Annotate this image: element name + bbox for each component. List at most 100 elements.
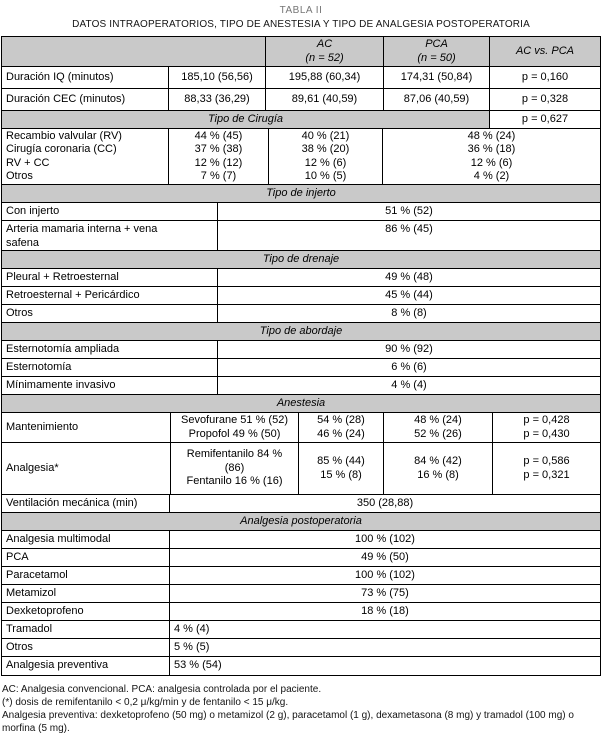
cell-line: p = 0,586 [523,455,570,467]
cell-line: Analgesia* [6,461,59,474]
row-analgesia-multimodal: Analgesia multimodal 100 % (102) [2,531,600,549]
row-analgesia-preventiva: Analgesia preventiva 53 % (54) [2,657,600,675]
cell-line: 87,06 (40,59) [403,92,470,105]
table-cell: 51 % (52) [217,203,600,220]
cell-line: (86) [224,461,245,474]
cell-line: 4 % (4) [391,378,427,391]
table-cell: Mínimamente invasivo [2,377,217,394]
cell-line: 10 % (5) [304,170,347,182]
table-cell: p = 0,328 [489,89,600,110]
row-minimamente-invasivo: Mínimamente invasivo 4 % (4) [2,377,600,395]
row-pleural-retroesternal: Pleural + Retroesternal 49 % (48) [2,269,600,287]
cell-line: 49 % (50) [361,550,409,563]
row-arteria-mamaria: Arteria mamaria interna + vena safena 86 %… [2,221,600,251]
table-cell: Duración IQ (minutos) [2,67,168,88]
cell-line: p = 0,160 [521,70,569,83]
cell-line: Anestesia [276,396,326,409]
table-cell: 85 % (44) 15 % (8) [298,443,383,494]
table-cell: 100 % (102) [169,567,600,584]
cell-line: 7 % (7) [200,170,237,182]
band-analgesia-postoperatoria: Analgesia postoperatoria [2,513,600,531]
cell-line: 49 % (48) [385,270,433,283]
table-cell: PCA (n = 50) [383,37,489,66]
cell-line: Otros [6,170,33,182]
table-cell: 84 % (42) 16 % (8) [383,443,492,494]
table-cell: Otros [2,639,169,656]
table-cell: Anestesia [2,395,600,412]
cell-line: 5 % (5) [174,640,210,653]
table-cell: 90 % (92) [217,341,600,358]
table-caption: DATOS INTRAOPERATORIOS, TIPO DE ANESTESI… [72,19,530,30]
cell-line: safena [6,236,40,249]
cell-line: Pleural + Retroesternal [6,270,119,283]
cell-line: 38 % (20) [301,143,350,155]
header-row: AC (n = 52) PCA (n = 50) AC vs. PCA [2,37,600,67]
cell-line: 53 % (54) [174,659,222,672]
table-cell: 5 % (5) [169,639,600,656]
cell-line: p = 0,321 [523,468,570,481]
row-duracion-iq: Duración IQ (minutos) 185,10 (56,56) 195,8… [2,67,600,89]
cell-line: Esternotomía ampliada [6,342,120,355]
row-analgesia: Analgesia* Remifentanilo 84 % (86) Fentanil… [2,443,600,495]
table-cell: Tipo de injerto [2,185,600,202]
cell-line: 185,10 (56,56) [181,70,253,83]
cell-line: 45 % (44) [385,288,433,301]
row-metamizol: Metamizol 73 % (75) [2,585,600,603]
cell-line: Esternotomía [6,360,72,373]
cell-line: 73 % (75) [361,586,409,599]
cell-line: Analgesia multimodal [6,532,111,545]
row-ventilacion-mecanica: Ventilación mecánica (min) 350 (28,88) [2,495,600,513]
row-drenaje-otros: Otros 8 % (8) [2,305,600,323]
table-cell: 4 % (4) [217,377,600,394]
cell-line: Ventilación mecánica (min) [6,496,138,509]
table-cell: 53 % (54) [169,657,600,675]
table-cell: PCA [2,549,169,566]
row-tramadol: Tramadol 4 % (4) [2,621,600,639]
cell-line: 100 % (102) [355,568,415,581]
cell-line: 54 % (28) [317,414,365,426]
table-cell: Retroesternal + Pericárdico [2,287,217,304]
table-cell: 48 % (24) 36 % (18) 12 % (6) 4 % (2) [382,129,600,184]
cell-line: Otros [6,306,33,319]
table-cell: 44 % (45) 37 % (38) 12 % (12) 7 % (7) [168,129,268,184]
row-dexketoprofeno: Dexketoprofeno 18 % (18) [2,603,600,621]
cell-line: Otros [6,640,33,653]
cell-line: 48 % (24) [467,129,516,142]
table-cell: 185,10 (56,56) [168,67,265,88]
cell-line: 40 % (21) [301,129,350,142]
cell-line: PCA [425,38,448,50]
table-cell: Ventilación mecánica (min) [2,495,169,512]
row-pca: PCA 49 % (50) [2,549,600,567]
cell-line: 89,61 (40,59) [291,92,358,105]
cell-line: Paracetamol [6,568,68,581]
cell-line: Analgesia preventiva [6,659,109,672]
table-cell: 8 % (8) [217,305,600,322]
table-cell: 174,31 (50,84) [383,67,489,88]
footnotes: AC: Analgesia convencional. PCA: analges… [1,683,601,735]
table-cell: p = 0,627 [489,111,600,128]
table-cell: Remifentanilo 84 % (86) Fentanilo 16 % (16… [170,443,298,494]
table-cell: Paracetamol [2,567,169,584]
table-cell: 6 % (6) [217,359,600,376]
table-cell: 87,06 (40,59) [383,89,489,110]
band-tipo-de-drenaje: Tipo de drenaje [2,251,600,269]
cell-line: 350 (28,88) [356,496,414,509]
cell-line: Cirugía coronaria (CC) [6,143,117,155]
table-cell: Analgesia multimodal [2,531,169,548]
cell-line: 88,33 (36,29) [184,92,250,105]
cell-line: 18 % (18) [361,604,409,617]
cell-line: p = 0,627 [521,112,569,125]
table-cell: 45 % (44) [217,287,600,304]
cell-line: RV + CC [6,156,50,169]
table-cell: p = 0,160 [489,67,600,88]
cell-line: 4 % (2) [473,170,510,182]
cell-line: 85 % (44) [317,455,365,467]
table-cell: Arteria mamaria interna + vena safena [2,221,217,250]
cell-line: 6 % (6) [391,360,427,373]
cell-line: 48 % (24) [414,414,462,426]
table-cell: 73 % (75) [169,585,600,602]
table-cell: AC vs. PCA [489,37,600,66]
row-con-injerto: Con injerto 51 % (52) [2,203,600,221]
table-cell: AC (n = 52) [265,37,383,66]
